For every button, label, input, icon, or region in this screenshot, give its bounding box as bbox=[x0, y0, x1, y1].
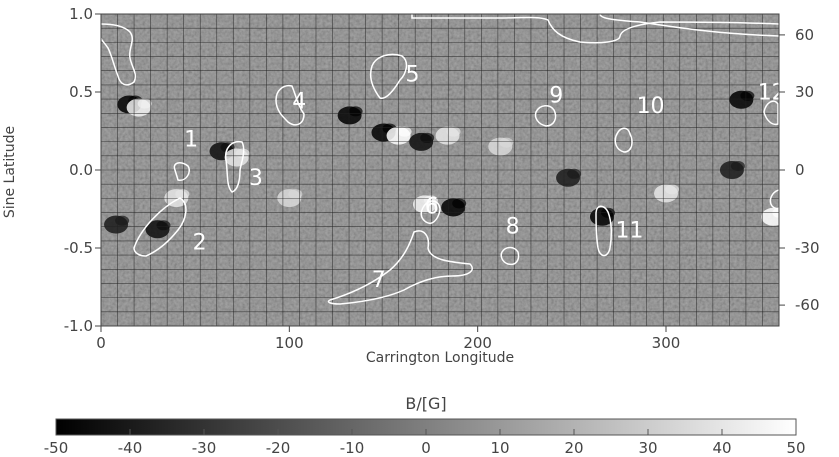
right-tick-label: 60 bbox=[795, 26, 814, 44]
flux-patch-fragment bbox=[115, 216, 129, 226]
y-tick-label: 0.0 bbox=[69, 161, 93, 179]
flux-patch-fragment bbox=[157, 220, 171, 230]
y-tick-label: -0.5 bbox=[64, 239, 93, 257]
flux-patch-fragment bbox=[452, 198, 466, 208]
flux-patch-fragment bbox=[398, 127, 412, 137]
y-tick-label: -1.0 bbox=[64, 317, 93, 335]
colorbar-title: B/[G] bbox=[405, 394, 446, 413]
flux-patch-fragment bbox=[349, 106, 363, 116]
right-tick-label: -30 bbox=[795, 239, 820, 257]
x-tick-label: 0 bbox=[96, 334, 106, 352]
region-label: 11 bbox=[616, 218, 644, 243]
colorbar-tick-label: 10 bbox=[490, 439, 509, 457]
region-label: 9 bbox=[549, 84, 563, 109]
colorbar-tick-label: 40 bbox=[712, 439, 731, 457]
region-label: 8 bbox=[506, 214, 520, 239]
flux-patch-fragment bbox=[288, 189, 302, 199]
x-tick-label: 300 bbox=[652, 334, 681, 352]
colorbar-tick-label: 50 bbox=[786, 439, 805, 457]
region-label: 6 bbox=[425, 195, 439, 220]
x-axis-title: Carrington Longitude bbox=[366, 350, 514, 366]
region-label: 4 bbox=[292, 90, 306, 115]
colorbar-tick-label: 0 bbox=[421, 439, 431, 457]
right-tick-label: 0 bbox=[795, 161, 805, 179]
x-tick-label: 100 bbox=[275, 334, 304, 352]
colorbar-tick-label: -20 bbox=[266, 439, 291, 457]
right-tick-label: -60 bbox=[795, 296, 820, 314]
region-label: 7 bbox=[372, 268, 386, 293]
flux-patch-fragment bbox=[665, 184, 679, 194]
region-label: 5 bbox=[406, 63, 420, 88]
colorbar-tick-label: -10 bbox=[340, 439, 365, 457]
region-label: 10 bbox=[637, 94, 665, 119]
colorbar-tick-label: -40 bbox=[118, 439, 143, 457]
right-tick-label: 30 bbox=[795, 83, 814, 101]
flux-patch-fragment bbox=[731, 161, 745, 171]
region-label: 2 bbox=[193, 231, 207, 256]
flux-patch-fragment bbox=[175, 189, 189, 199]
region-label: 3 bbox=[249, 166, 263, 191]
flux-patch-fragment bbox=[499, 138, 513, 148]
colorbar-tick-label: -50 bbox=[44, 439, 69, 457]
y-tick-label: 1.0 bbox=[69, 5, 93, 23]
region-label: 1 bbox=[184, 128, 198, 153]
colorbar-tick-label: 20 bbox=[564, 439, 583, 457]
y-tick-label: 0.5 bbox=[69, 83, 93, 101]
flux-patch-fragment bbox=[447, 127, 461, 137]
colorbar-tick-label: -30 bbox=[192, 439, 217, 457]
flux-patch-fragment bbox=[138, 99, 152, 109]
y-axis-title: Sine Latitude bbox=[2, 126, 18, 218]
colorbar-tick-label: 30 bbox=[638, 439, 657, 457]
